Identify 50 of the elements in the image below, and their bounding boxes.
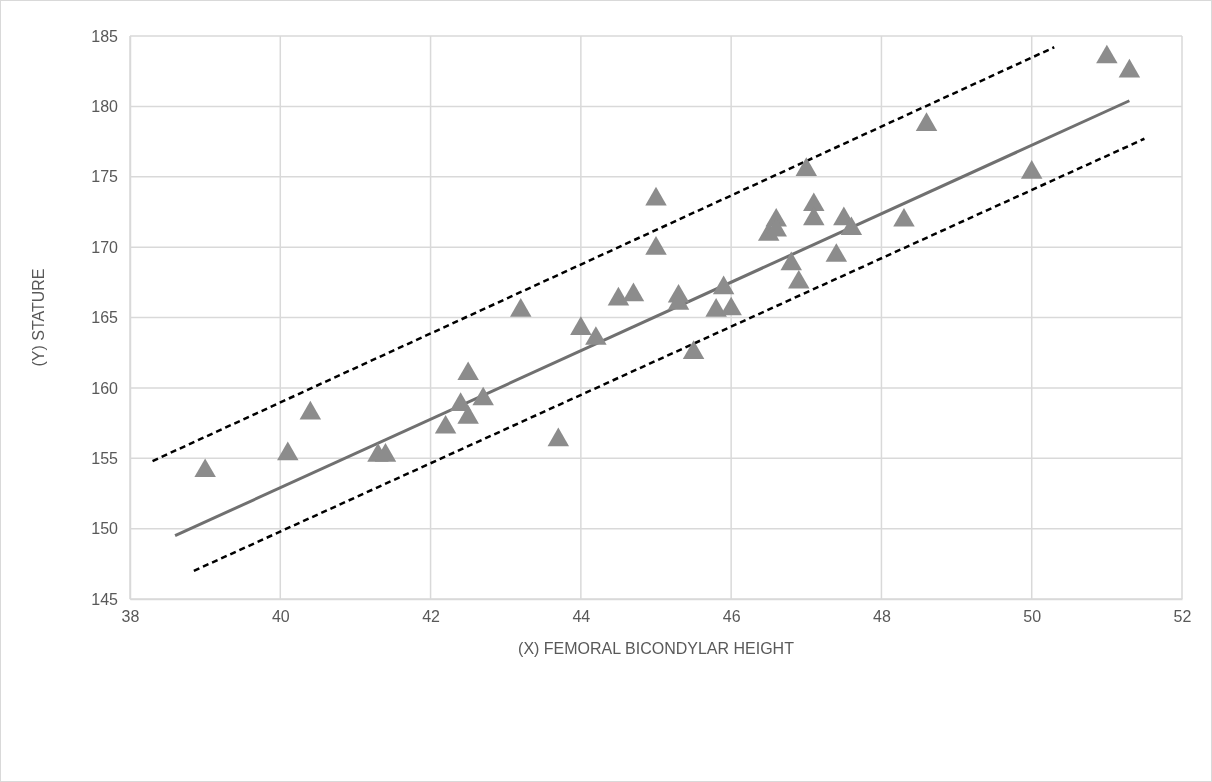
x-tick-label: 44 bbox=[572, 608, 591, 626]
point bbox=[299, 400, 322, 420]
point bbox=[825, 243, 848, 262]
point bbox=[607, 286, 630, 306]
point bbox=[803, 192, 825, 212]
point bbox=[277, 441, 299, 461]
point bbox=[645, 186, 667, 206]
point bbox=[705, 298, 727, 317]
x-tick-label: 52 bbox=[1173, 608, 1192, 626]
point bbox=[682, 340, 705, 359]
point bbox=[780, 251, 802, 271]
point bbox=[840, 216, 863, 236]
point bbox=[788, 269, 810, 289]
point bbox=[795, 157, 818, 176]
y-tick-label: 150 bbox=[91, 520, 119, 538]
point bbox=[570, 316, 592, 335]
y-axis-title: (Y) STATURE bbox=[30, 268, 47, 367]
y-tick-label: 185 bbox=[91, 27, 119, 45]
y-tick-label: 180 bbox=[91, 98, 119, 115]
point bbox=[194, 458, 216, 478]
y-tick-label: 165 bbox=[91, 309, 119, 327]
point bbox=[434, 414, 457, 434]
point bbox=[622, 282, 645, 302]
y-tick-label: 160 bbox=[91, 379, 119, 397]
x-tick-label: 38 bbox=[121, 608, 140, 626]
point bbox=[585, 326, 607, 345]
point bbox=[1096, 44, 1118, 64]
point bbox=[510, 298, 532, 317]
point bbox=[1118, 58, 1141, 78]
y-tick-label: 175 bbox=[91, 168, 119, 186]
point bbox=[457, 361, 479, 380]
point bbox=[1020, 160, 1043, 179]
x-tick-label: 40 bbox=[271, 608, 290, 626]
x-tick-label: 50 bbox=[1023, 608, 1042, 626]
y-tick-label: 170 bbox=[91, 238, 119, 256]
point bbox=[893, 207, 915, 227]
x-axis-title: (X) FEMORAL BICONDYLAR HEIGHT bbox=[518, 640, 795, 657]
point bbox=[720, 296, 742, 316]
x-tick-label: 42 bbox=[422, 608, 441, 626]
point bbox=[712, 275, 735, 295]
x-tick-label: 48 bbox=[873, 608, 891, 626]
point bbox=[374, 443, 397, 462]
point bbox=[645, 236, 667, 255]
point bbox=[472, 386, 494, 406]
x-tick-label: 46 bbox=[722, 608, 741, 626]
point bbox=[547, 427, 570, 447]
y-tick-label: 145 bbox=[91, 590, 119, 608]
point bbox=[915, 112, 938, 131]
point bbox=[457, 405, 479, 424]
y-tick-label: 155 bbox=[91, 449, 119, 467]
